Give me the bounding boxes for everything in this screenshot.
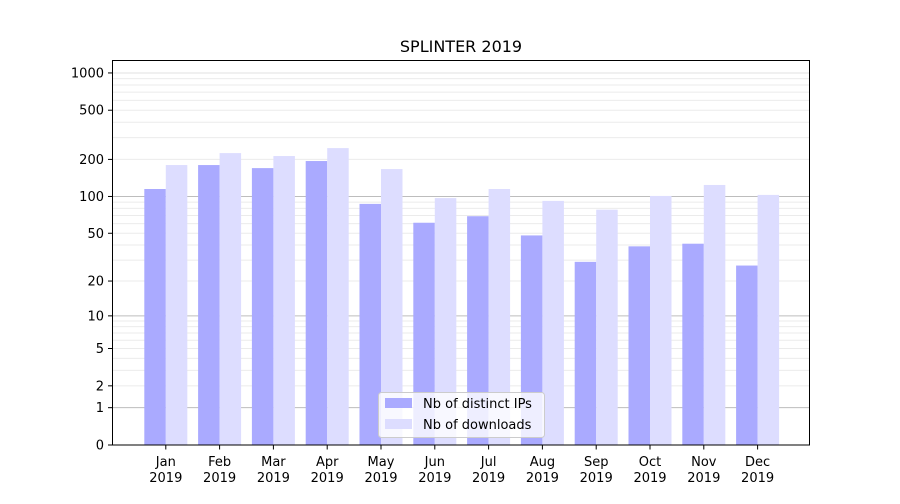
y-tick-label: 200 xyxy=(79,153,104,168)
y-tick-label: 10 xyxy=(87,309,104,324)
x-tick-label: Jan 2019 xyxy=(149,455,182,486)
y-tick-label: 2 xyxy=(96,379,104,394)
x-tick-label: Jun 2019 xyxy=(418,455,451,486)
x-tick-label: Jul 2019 xyxy=(472,455,505,486)
bar-downloads xyxy=(650,195,672,445)
bar-distinct-ips xyxy=(682,243,704,445)
bar-distinct-ips xyxy=(251,168,274,446)
x-tick-label: May 2019 xyxy=(364,455,397,486)
y-tick-label: 50 xyxy=(87,227,104,242)
chart-title: SPLINTER 2019 xyxy=(400,37,522,56)
bar-downloads xyxy=(165,165,188,445)
bar-downloads xyxy=(273,156,295,445)
bar-downloads xyxy=(596,209,618,445)
bar-downloads xyxy=(219,153,242,445)
bar-downloads xyxy=(542,200,564,445)
y-tick-label: 1 xyxy=(96,401,104,416)
legend: Nb of distinct IPs Nb of downloads xyxy=(378,392,545,438)
bar-downloads xyxy=(488,189,511,445)
plot-frame xyxy=(112,60,810,446)
bar-downloads xyxy=(327,148,349,445)
y-tick-label: 1000 xyxy=(71,66,104,81)
legend-swatch xyxy=(385,419,412,429)
bar-downloads xyxy=(703,184,726,445)
y-axis: 0 1 2 5 10 20 50 100 200 500 1000 xyxy=(71,66,113,454)
x-tick-label: Nov 2019 xyxy=(687,455,720,486)
y-tick-label: 5 xyxy=(96,342,104,357)
legend-label: Nb of downloads xyxy=(423,418,532,433)
bar-downloads xyxy=(381,169,403,445)
bar-distinct-ips xyxy=(574,261,597,445)
x-tick-label: Dec 2019 xyxy=(741,455,774,486)
bar-distinct-ips xyxy=(467,216,489,445)
legend-swatch xyxy=(385,398,412,408)
bar-distinct-ips xyxy=(628,246,650,445)
bar-distinct-ips xyxy=(144,189,166,445)
bar-distinct-ips xyxy=(359,203,381,445)
x-axis: Jan 2019 Feb 2019 Mar 2019 Apr 2019 May 2019 Jun 20… xyxy=(149,445,774,486)
y-tick-label: 0 xyxy=(96,439,104,454)
y-tick-label: 100 xyxy=(79,190,104,205)
legend-box xyxy=(378,392,545,438)
y-tick-label: 20 xyxy=(87,275,104,290)
x-tick-label: Sep 2019 xyxy=(580,455,613,486)
bar-distinct-ips xyxy=(305,161,328,445)
bar-downloads xyxy=(434,198,457,445)
y-tick-label: 500 xyxy=(79,104,104,119)
x-tick-label: Mar 2019 xyxy=(257,455,290,486)
x-tick-label: Feb 2019 xyxy=(203,455,236,486)
legend-label: Nb of distinct IPs xyxy=(423,397,532,412)
bar-distinct-ips xyxy=(736,265,758,445)
bar-distinct-ips xyxy=(413,222,435,445)
bar-downloads xyxy=(757,194,780,445)
bar-distinct-ips xyxy=(198,165,220,445)
x-tick-label: Apr 2019 xyxy=(311,455,344,486)
x-tick-label: Oct 2019 xyxy=(633,455,666,486)
x-tick-label: Aug 2019 xyxy=(526,455,559,486)
